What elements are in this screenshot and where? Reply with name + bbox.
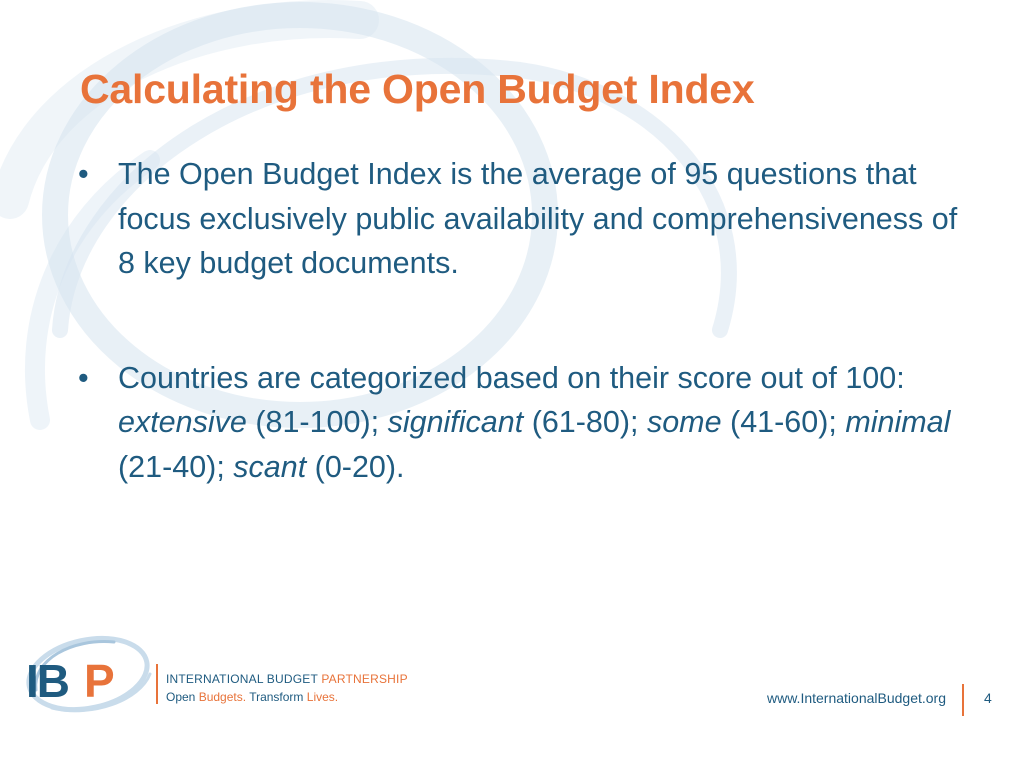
logo-org-name-part2: PARTNERSHIP xyxy=(321,672,408,686)
logo-letters-ib: IB xyxy=(26,655,70,707)
footer-url: www.InternationalBudget.org xyxy=(767,690,946,706)
logo-tagline-part2: Budgets. xyxy=(198,690,247,704)
slide-number: 4 xyxy=(984,690,992,706)
bullet-marker: • xyxy=(78,360,89,395)
category-extensive: extensive xyxy=(118,405,247,439)
bullet-text: Countries are categorized based on their… xyxy=(118,361,950,484)
logo-divider xyxy=(156,664,158,704)
category-some: some xyxy=(646,405,722,439)
slide-title: Calculating the Open Budget Index xyxy=(80,66,755,112)
logo-tagline-part3: Transform xyxy=(246,690,307,704)
logo-tagline-part1: Open xyxy=(166,690,199,704)
bullet-marker: • xyxy=(78,157,89,191)
category-range-scant: (0-20). xyxy=(306,449,405,484)
category-range-some: (41-60); xyxy=(721,405,846,439)
logo-org-name-part1: INTERNATIONAL BUDGET xyxy=(166,672,322,686)
footer-divider xyxy=(962,684,964,716)
category-minimal: minimal xyxy=(845,405,951,439)
logo-letter-p: P xyxy=(84,655,115,707)
ibp-ring-logo-icon xyxy=(26,635,152,713)
category-significant: significant xyxy=(387,405,524,439)
bullet-list: • The Open Budget Index is the average o… xyxy=(78,152,958,489)
bullet-item-definition: • The Open Budget Index is the average o… xyxy=(78,152,958,286)
category-scant: scant xyxy=(233,449,307,484)
logo-tagline: Open Budgets. Transform Lives. xyxy=(166,690,338,704)
category-range-minimal: (21-40); xyxy=(118,449,234,484)
bullet-item-categories: • Countries are categorized based on the… xyxy=(78,356,958,490)
logo-org-name: INTERNATIONAL BUDGET PARTNERSHIP xyxy=(166,672,408,686)
categories-lead-text: Countries are categorized based on their… xyxy=(118,360,905,395)
logo-tagline-part4: Lives. xyxy=(306,690,339,704)
ibp-logo: IB P INTERNATIONAL BUDGET PARTNERSHIP Op… xyxy=(22,630,452,720)
bullet-text: The Open Budget Index is the average of … xyxy=(118,157,958,280)
category-range-significant: (61-80); xyxy=(523,405,647,439)
category-range-extensive: (81-100); xyxy=(246,405,388,439)
